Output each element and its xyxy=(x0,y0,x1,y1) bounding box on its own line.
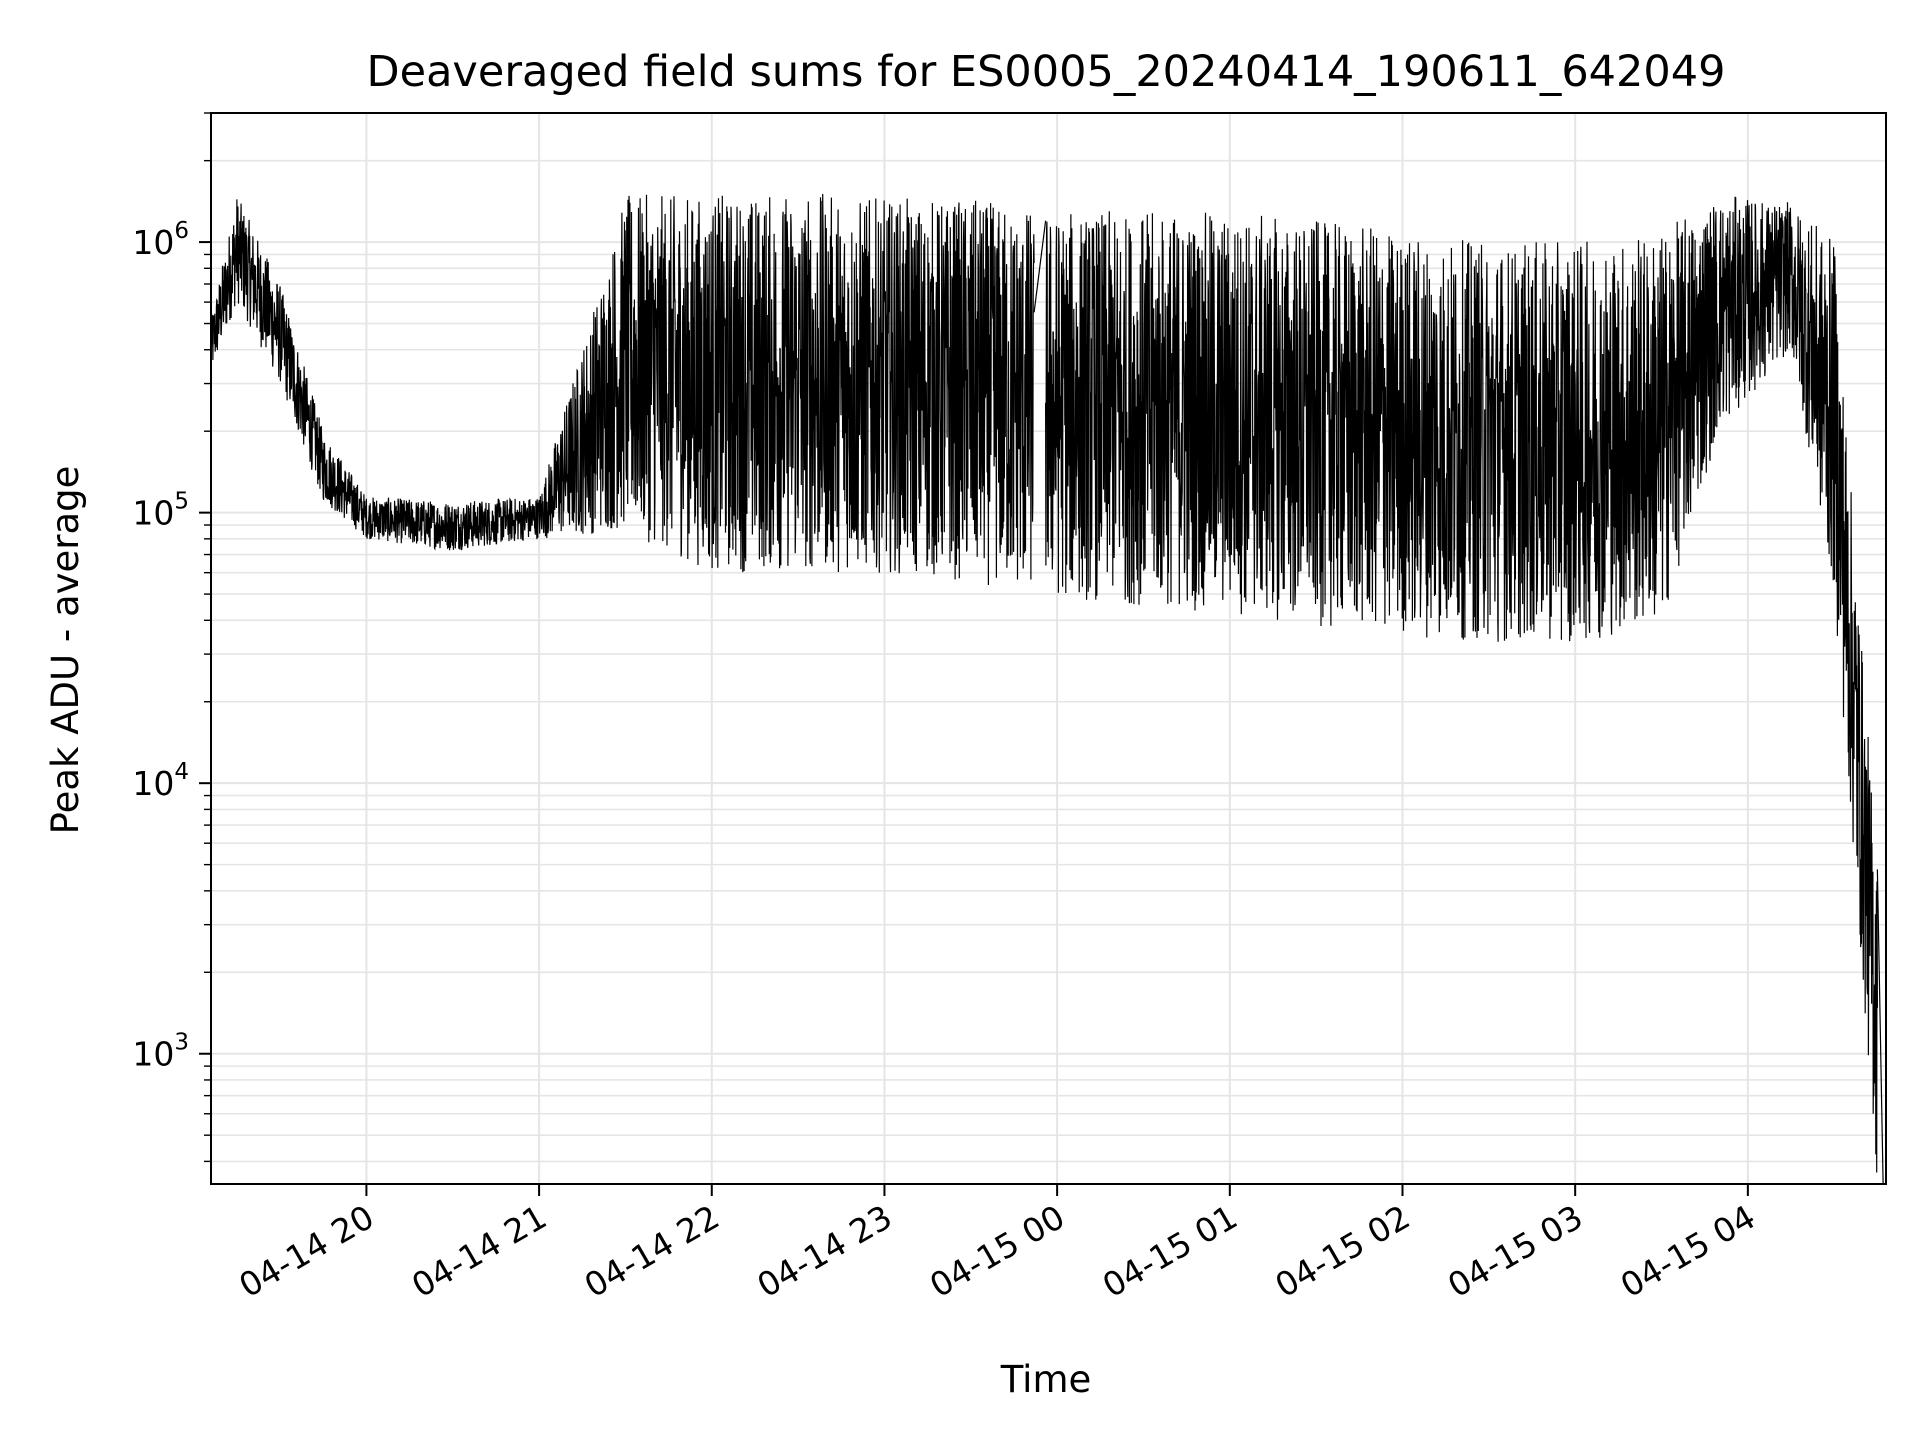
chart-title: Deaveraged field sums for ES0005_2024041… xyxy=(367,47,1726,97)
y-tick-exponent: 6 xyxy=(174,218,189,244)
y-axis-label: Peak ADU - average xyxy=(44,466,87,835)
y-tick-label: 104 xyxy=(132,759,189,803)
gap-connector-line xyxy=(1033,220,1047,313)
series-line-segment xyxy=(1045,196,1878,1173)
series-line-segment xyxy=(210,193,1035,586)
y-tick-exponent: 4 xyxy=(174,759,189,785)
y-tick-base: 10 xyxy=(132,1035,174,1074)
y-tick-label: 103 xyxy=(132,1030,189,1074)
y-tick-base: 10 xyxy=(132,223,174,262)
y-tick-exponent: 5 xyxy=(174,489,189,515)
y-tick-base: 10 xyxy=(132,494,174,533)
x-axis-label: Time xyxy=(1000,1358,1092,1401)
y-tick-exponent: 3 xyxy=(174,1030,189,1056)
axes xyxy=(210,112,1887,1185)
series xyxy=(210,193,1884,1185)
y-tick-base: 10 xyxy=(132,764,174,803)
y-tick-label: 106 xyxy=(132,218,189,262)
y-tick-label: 105 xyxy=(132,489,189,533)
final-drop-line xyxy=(1876,869,1884,1185)
plot-frame xyxy=(210,112,1887,1185)
